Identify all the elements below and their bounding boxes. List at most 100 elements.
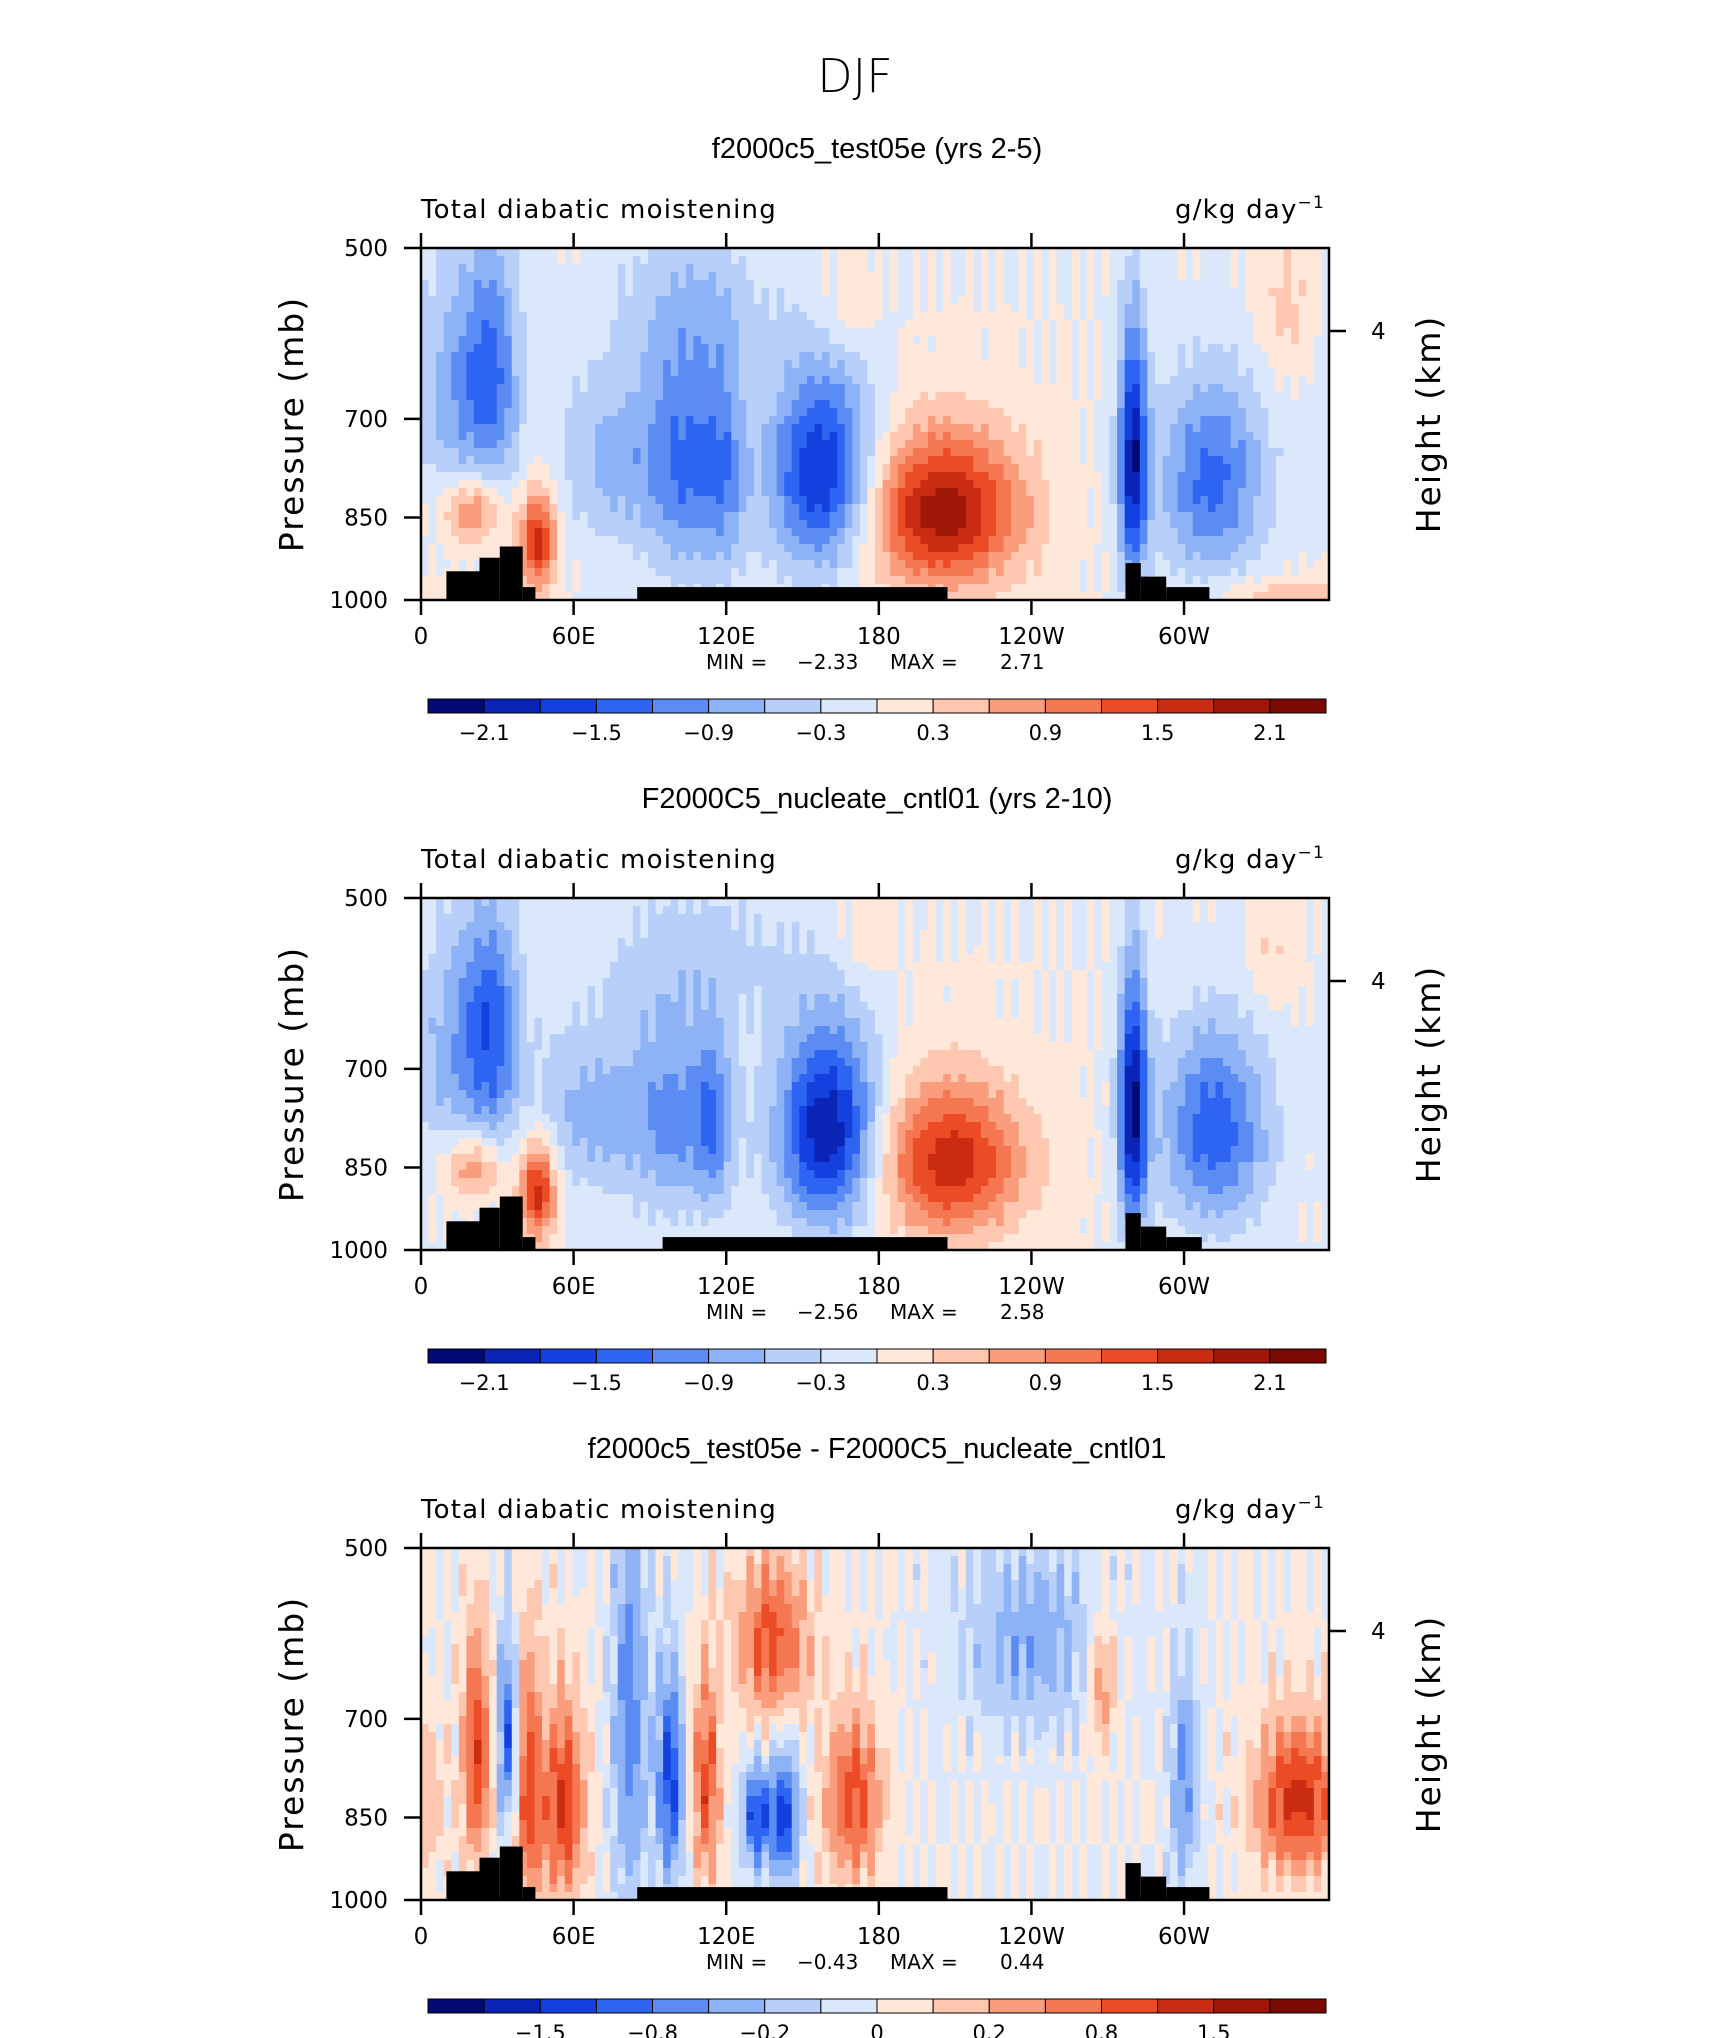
- heatmap-cell: [1041, 528, 1050, 537]
- heatmap-cell: [905, 392, 914, 401]
- heatmap-cell: [428, 568, 437, 577]
- heatmap-cell: [579, 520, 589, 529]
- heatmap-cell: [912, 576, 921, 585]
- heatmap-cell: [1086, 552, 1096, 561]
- heatmap-cell: [1086, 432, 1096, 441]
- heatmap-cell: [617, 552, 626, 561]
- heatmap-cell: [822, 464, 831, 473]
- heatmap-cell: [1094, 352, 1103, 361]
- heatmap-cell: [920, 368, 929, 377]
- heatmap-cell: [632, 304, 642, 313]
- heatmap-cell: [1192, 432, 1201, 441]
- heatmap-cell: [875, 480, 884, 489]
- heatmap-cell: [897, 248, 906, 257]
- heatmap-cell: [632, 328, 642, 337]
- heatmap-cell: [1018, 560, 1027, 569]
- heatmap-cell: [1162, 296, 1171, 305]
- heatmap-cell: [950, 528, 959, 537]
- heatmap-cell: [716, 288, 725, 297]
- heatmap-cell: [685, 352, 694, 361]
- heatmap-cell: [1223, 280, 1232, 289]
- heatmap-cell: [731, 512, 740, 521]
- heatmap-cell: [943, 320, 952, 329]
- heatmap-cell: [1041, 336, 1050, 345]
- heatmap-cell: [489, 272, 498, 281]
- heatmap-cell: [625, 552, 634, 561]
- heatmap-cell: [640, 360, 649, 369]
- heatmap-cell: [1245, 488, 1254, 497]
- heatmap-cell: [1230, 272, 1239, 281]
- heatmap-cell: [700, 512, 710, 521]
- heatmap-cell: [1132, 480, 1141, 489]
- heatmap-cell: [542, 568, 551, 577]
- heatmap-cell: [958, 328, 967, 337]
- heatmap-cell: [1033, 304, 1043, 313]
- heatmap-cell: [700, 272, 710, 281]
- heatmap-cell: [1124, 536, 1133, 545]
- heatmap-cell: [852, 448, 861, 457]
- heatmap-cell: [1033, 440, 1043, 449]
- heatmap-cell: [549, 432, 558, 441]
- heatmap-cell: [799, 496, 808, 505]
- heatmap-cell: [595, 288, 604, 297]
- heatmap-cell: [912, 272, 921, 281]
- heatmap-cell: [458, 456, 467, 465]
- heatmap-cell: [670, 440, 679, 449]
- heatmap-cell: [481, 528, 490, 537]
- heatmap-cell: [1079, 376, 1088, 385]
- heatmap-cell: [587, 248, 596, 257]
- heatmap-cell: [708, 288, 717, 297]
- heatmap-cell: [489, 528, 498, 537]
- heatmap-cell: [610, 256, 619, 265]
- heatmap-cell: [769, 408, 778, 417]
- heatmap-cell: [489, 472, 498, 481]
- heatmap-cell: [1230, 352, 1239, 361]
- heatmap-cell: [1207, 344, 1217, 353]
- heatmap-cell: [1117, 488, 1126, 497]
- heatmap-cell: [905, 256, 914, 265]
- heatmap-cell: [1154, 312, 1164, 321]
- heatmap-cell: [799, 544, 808, 553]
- heatmap-cell: [988, 448, 997, 457]
- heatmap-cell: [738, 520, 747, 529]
- heatmap-cell: [458, 424, 467, 433]
- heatmap-cell: [1177, 488, 1186, 497]
- heatmap-cell: [640, 472, 649, 481]
- heatmap-cell: [557, 320, 566, 329]
- heatmap-cell: [723, 408, 732, 417]
- heatmap-cell: [473, 560, 483, 569]
- heatmap-cell: [723, 392, 732, 401]
- heatmap-cell: [1003, 424, 1012, 433]
- heatmap-cell: [927, 424, 937, 433]
- heatmap-cell: [648, 520, 657, 529]
- heatmap-cell: [428, 464, 437, 473]
- heatmap-cell: [814, 392, 823, 401]
- heatmap-cell: [610, 520, 619, 529]
- heatmap-cell: [806, 392, 816, 401]
- heatmap-cell: [489, 480, 498, 489]
- heatmap-cell: [996, 520, 1005, 529]
- heatmap-cell: [806, 488, 816, 497]
- heatmap-cell: [542, 280, 551, 289]
- heatmap-cell: [466, 560, 475, 569]
- heatmap-cell: [1162, 360, 1171, 369]
- heatmap-cell: [784, 568, 793, 577]
- heatmap-cell: [965, 392, 974, 401]
- heatmap-cell: [481, 368, 490, 377]
- heatmap-cell: [1207, 288, 1217, 297]
- heatmap-cell: [973, 480, 982, 489]
- heatmap-cell: [1056, 296, 1065, 305]
- heatmap-cell: [655, 472, 664, 481]
- heatmap-cell: [912, 456, 921, 465]
- heatmap-cell: [973, 472, 982, 481]
- heatmap-cell: [746, 368, 755, 377]
- heatmap-cell: [890, 448, 899, 457]
- heatmap-cell: [1253, 288, 1262, 297]
- heatmap-cell: [670, 368, 679, 377]
- heatmap-cell: [617, 408, 626, 417]
- heatmap-cell: [700, 496, 710, 505]
- heatmap-cell: [905, 400, 914, 409]
- heatmap-cell: [882, 248, 891, 257]
- heatmap-cell: [670, 480, 679, 489]
- heatmap-cell: [542, 328, 551, 337]
